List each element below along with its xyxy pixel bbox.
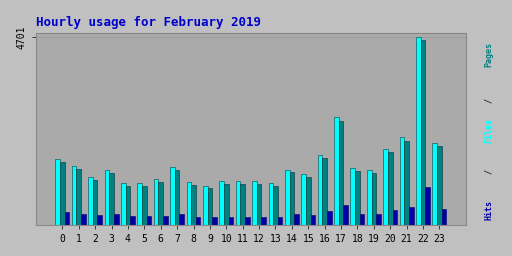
- Bar: [142, 186, 146, 225]
- Text: Hits: Hits: [484, 200, 494, 220]
- Bar: [317, 155, 323, 225]
- Bar: [76, 169, 81, 225]
- Bar: [404, 141, 409, 225]
- Bar: [65, 212, 69, 225]
- Bar: [203, 186, 207, 225]
- Bar: [170, 167, 175, 225]
- Bar: [334, 117, 339, 225]
- Bar: [262, 217, 266, 225]
- Bar: [285, 170, 290, 225]
- Bar: [179, 215, 184, 225]
- Text: Files: Files: [484, 118, 494, 143]
- Text: Pages: Pages: [484, 41, 494, 67]
- Bar: [121, 183, 125, 225]
- Bar: [81, 214, 86, 225]
- Bar: [191, 185, 196, 225]
- Bar: [196, 217, 201, 225]
- Bar: [301, 174, 306, 225]
- Bar: [175, 170, 179, 225]
- Bar: [290, 173, 294, 225]
- Bar: [224, 184, 229, 225]
- Bar: [437, 146, 442, 225]
- Bar: [383, 149, 388, 225]
- Bar: [60, 162, 65, 225]
- Bar: [311, 215, 315, 225]
- Bar: [393, 210, 397, 225]
- Bar: [376, 215, 381, 225]
- Bar: [163, 216, 168, 225]
- Bar: [442, 209, 446, 225]
- Bar: [125, 186, 130, 225]
- Bar: [229, 217, 233, 225]
- Bar: [268, 183, 273, 225]
- Text: /: /: [484, 164, 494, 179]
- Bar: [416, 37, 421, 225]
- Bar: [97, 215, 102, 225]
- Bar: [219, 181, 224, 225]
- Bar: [278, 217, 283, 225]
- Bar: [104, 170, 109, 225]
- Bar: [109, 173, 114, 225]
- Bar: [72, 166, 76, 225]
- Bar: [212, 217, 217, 225]
- Bar: [137, 183, 142, 225]
- Bar: [114, 214, 118, 225]
- Bar: [400, 137, 404, 225]
- Bar: [327, 211, 332, 225]
- Bar: [294, 215, 299, 225]
- Bar: [425, 187, 430, 225]
- Bar: [273, 186, 278, 225]
- Bar: [355, 171, 360, 225]
- Bar: [252, 181, 257, 225]
- Text: Hourly usage for February 2019: Hourly usage for February 2019: [36, 16, 261, 29]
- Bar: [55, 159, 60, 225]
- Bar: [351, 168, 355, 225]
- Bar: [433, 143, 437, 225]
- Bar: [421, 40, 425, 225]
- Bar: [388, 152, 393, 225]
- Bar: [88, 177, 93, 225]
- Bar: [339, 121, 344, 225]
- Text: /: /: [484, 92, 494, 108]
- Bar: [344, 205, 348, 225]
- Bar: [306, 177, 311, 225]
- Bar: [154, 179, 158, 225]
- Bar: [323, 158, 327, 225]
- Bar: [130, 216, 135, 225]
- Bar: [372, 173, 376, 225]
- Bar: [236, 181, 240, 225]
- Bar: [257, 184, 262, 225]
- Bar: [240, 184, 245, 225]
- Bar: [158, 182, 163, 225]
- Bar: [409, 207, 414, 225]
- Bar: [245, 217, 250, 225]
- Bar: [186, 182, 191, 225]
- Bar: [207, 188, 212, 225]
- Bar: [360, 214, 365, 225]
- Bar: [146, 216, 151, 225]
- Bar: [93, 180, 97, 225]
- Bar: [367, 170, 372, 225]
